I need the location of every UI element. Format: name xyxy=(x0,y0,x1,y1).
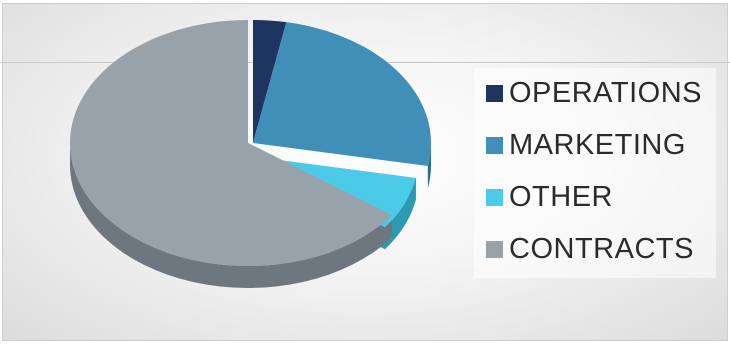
pie-wall-contracts xyxy=(70,143,393,289)
pie-slice-contracts xyxy=(69,20,393,266)
legend-label-contracts: CONTRACTS xyxy=(509,232,694,265)
legend-label-marketing: MARKETING xyxy=(509,128,686,161)
legend-item-operations: OPERATIONS xyxy=(486,73,702,113)
pie-slice-operations xyxy=(253,20,287,143)
legend-swatch-operations xyxy=(486,84,503,102)
legend-item-contracts: CONTRACTS xyxy=(486,229,694,269)
legend-item-marketing: MARKETING xyxy=(486,125,686,165)
pie-wall-other xyxy=(385,178,416,250)
legend-label-other: OTHER xyxy=(509,180,613,213)
legend-swatch-contracts xyxy=(486,240,503,258)
pie-slice-marketing xyxy=(253,22,431,167)
legend: OPERATIONS MARKETING OTHER CONTRACTS xyxy=(474,68,716,278)
legend-label-operations: OPERATIONS xyxy=(509,76,702,109)
legend-swatch-other xyxy=(486,188,503,206)
legend-swatch-marketing xyxy=(486,136,503,154)
pie-wall-marketing xyxy=(427,143,431,189)
legend-item-other: OTHER xyxy=(486,177,613,217)
